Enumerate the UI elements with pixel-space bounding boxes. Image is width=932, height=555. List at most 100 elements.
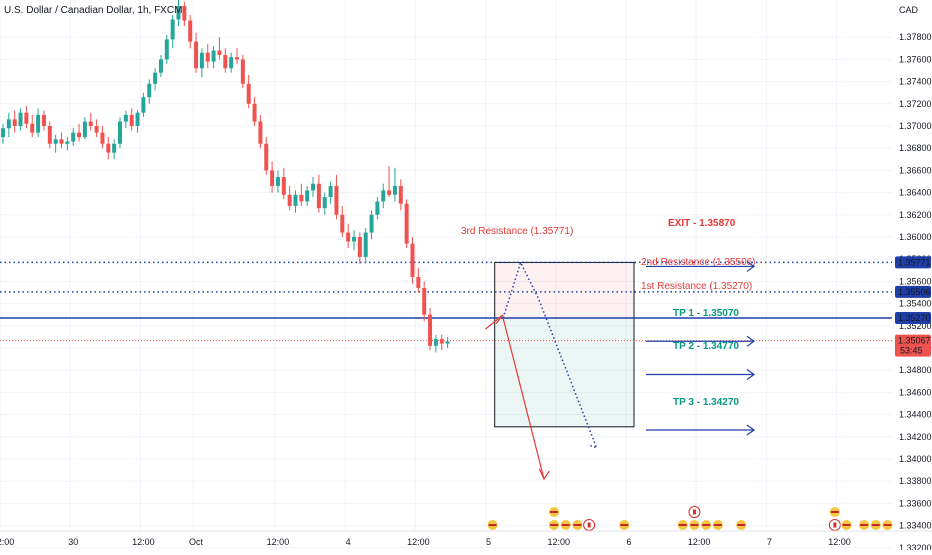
annotations: 3rd Resistance (1.35771) 2nd Resistance … [461,218,756,408]
price-tick-label: 1.36400 [899,188,932,198]
scenario-paths [485,260,599,481]
price-tick-label: 1.37200 [899,99,932,109]
time-tick-label: 12:00 [688,537,711,547]
candle-body [352,237,356,242]
event-us-stripe [702,524,711,526]
candle-body [246,83,251,104]
price-tick-label: 1.33400 [899,521,932,531]
candle-body [65,141,70,144]
tp1-label: TP 1 - 1.35070 [673,308,739,319]
candle-body [328,185,333,198]
candle-body [381,190,386,202]
event-us-stripe [550,524,559,526]
candle-body [147,83,152,98]
candle-body [129,114,134,126]
candle-body [346,232,351,242]
event-us-stripe [488,524,497,526]
time-tick-label: 7 [767,537,772,547]
candle-body [357,237,362,257]
candle-body [194,41,199,69]
res3-label: 3rd Resistance (1.35771) [461,226,573,237]
candle-body [392,185,397,195]
price-tick-label: 1.36800 [899,143,932,153]
event-ca-leaf [833,522,837,528]
event-us-stripe [737,524,746,526]
price-tag [895,312,931,325]
candle-body [158,59,163,73]
candle-body [182,6,187,21]
candle-body [433,339,438,346]
event-us-stripe [871,524,880,526]
candle-body [375,201,380,215]
event-us-stripe [561,524,570,526]
candle-body [223,54,228,69]
candle-body [118,121,122,144]
price-tick-label: 1.37400 [899,77,932,87]
candle-body [422,288,427,315]
price-tick-label: 1.34000 [899,454,932,464]
candle-body [217,50,222,55]
price-tick-label: 1.33600 [899,498,932,508]
price-tick-label: 1.35200 [899,321,932,331]
target-arrows [646,260,756,436]
res1-label: 1st Resistance (1.35270) [641,281,752,292]
price-tick-label: 1.33800 [899,476,932,486]
candle-body [176,6,181,20]
price-tag-label: 1.35506 [898,287,931,297]
price-axis-bg [893,0,932,550]
res2-label: 2nd Resistance (1.35506) [641,257,756,268]
candle-body [170,19,175,40]
price-axis[interactable]: 1.37800 1.37600 1.37400 1.37200 1.37000 1.368… [893,0,932,553]
time-tick-label: 4 [346,537,351,547]
candle-body [235,57,239,60]
candle-body [123,114,128,122]
candle-body [311,183,316,191]
event-us-stripe [842,524,851,526]
candle-body [112,143,117,153]
time-tick-label: 12:00 [828,537,851,547]
price-tag [895,285,931,298]
event-us-stripe [573,524,582,526]
time-axis[interactable]: 12:00 30 12:00 Oct 12:00 4 12:00 5 12:00 6 12:00 7 1… [0,530,932,547]
time-tick-label: 12:00 [407,537,430,547]
time-tick-label: 5 [486,537,491,547]
candle-body [439,339,444,344]
price-tick-label: 1.33200 [899,543,932,550]
time-tick-label: 12:00 [547,537,570,547]
candle-body [211,50,216,62]
event-icons[interactable] [486,506,894,531]
time-tick-label: 12:00 [267,537,290,547]
candle-body [258,121,263,144]
candle-body [24,112,29,124]
target-arrowhead [746,335,756,347]
event-us-stripe [690,524,699,526]
scenario-path-solid [485,314,504,330]
candle-body [340,214,345,233]
candle-body [363,232,368,257]
candle-body [188,20,193,42]
price-tag-label: 1.35067 [898,336,931,346]
candle-body [404,203,409,244]
candle-body [410,243,415,277]
candle-body [30,123,35,133]
symbol-title: U.S. Dollar / Canadian Dollar, 1h, FXCM [4,5,182,16]
price-tick-label: 1.34400 [899,410,932,420]
candle-body [322,197,327,209]
price-tag [895,334,931,357]
event-ca-leaf [587,522,591,528]
price-tick-label: 1.37800 [899,32,932,42]
event-us-stripe [550,511,559,513]
position-box[interactable] [494,261,635,428]
target-arrowhead [746,369,756,381]
target-arrowhead [746,424,756,436]
price-tick-label: 1.36600 [899,165,932,175]
candle-body [229,57,234,69]
event-us-stripe [883,524,892,526]
time-tick-label: 12:00 [0,537,14,547]
candle-body [334,185,339,215]
event-us-stripe [860,524,869,526]
price-tick-label: 1.36000 [899,232,932,242]
